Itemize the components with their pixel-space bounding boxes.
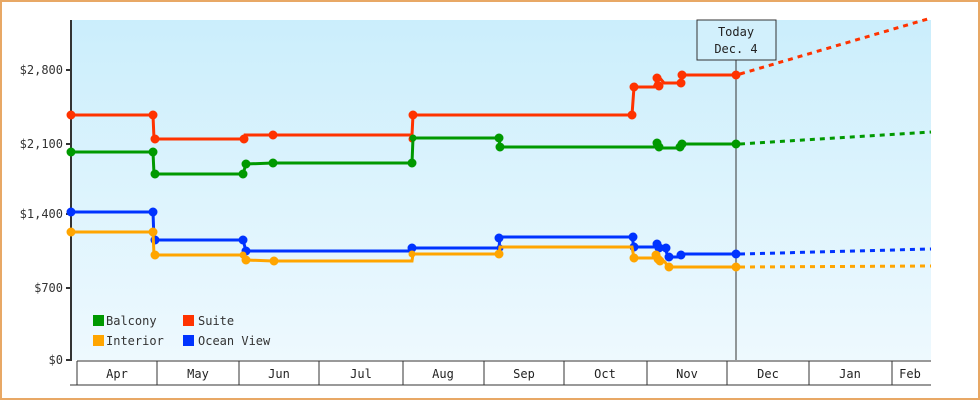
x-tick-label: Apr: [106, 367, 128, 381]
x-tick-label: Feb: [899, 367, 921, 381]
y-tick-label: $1,400: [20, 207, 63, 221]
legend-label: Balcony: [106, 314, 157, 328]
x-tick-label: Jul: [350, 367, 372, 381]
legend: Balcony Suite Interior Ocean View: [93, 314, 271, 348]
series-balcony: [66, 130, 932, 179]
legend-label: Interior: [106, 334, 164, 348]
legend-item-interior: Interior: [93, 334, 164, 348]
legend-label: Suite: [198, 314, 234, 328]
y-tick-label: $2,800: [20, 63, 63, 77]
legend-swatch: [93, 315, 104, 326]
x-tick-label: Dec: [757, 367, 779, 381]
x-tick-label: Nov: [676, 367, 698, 381]
y-tick-label: $0: [49, 353, 63, 367]
legend-swatch: [183, 315, 194, 326]
legend-swatch: [183, 335, 194, 346]
data-points: [66, 227, 741, 272]
x-axis: Apr May Jun Jul Aug Sep Oct Nov Dec Jan …: [70, 360, 931, 386]
x-tick-label: May: [187, 367, 209, 381]
x-tick-label: Sep: [513, 367, 535, 381]
legend-swatch: [93, 335, 104, 346]
x-tick-label: Jan: [839, 367, 861, 381]
legend-item-ocean-view: Ocean View: [183, 334, 271, 348]
today-label-line1: Today: [718, 25, 754, 39]
y-tick-label: $700: [34, 281, 63, 295]
data-points: [66, 70, 741, 144]
today-marker: Today Dec. 4: [696, 19, 777, 360]
plot-area: [71, 20, 931, 360]
legend-item-balcony: Balcony: [93, 314, 157, 328]
legend-item-suite: Suite: [183, 314, 234, 328]
series-interior: [66, 227, 932, 272]
x-tick-label: Jun: [268, 367, 290, 381]
y-tick-label: $2,100: [20, 137, 63, 151]
today-label-line2: Dec. 4: [714, 42, 757, 56]
data-points: [66, 133, 741, 179]
series-suite: [66, 16, 932, 144]
y-axis: $0 $700 $1,400 $2,100 $2,800: [20, 20, 72, 367]
legend-label: Ocean View: [198, 334, 271, 348]
x-tick-label: Oct: [594, 367, 616, 381]
x-tick-label: Aug: [432, 367, 454, 381]
